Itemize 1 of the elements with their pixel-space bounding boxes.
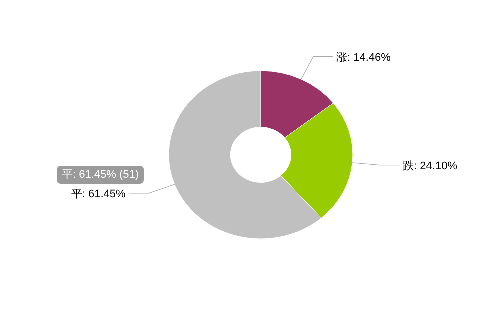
tooltip: 平: 61.45% (51) <box>57 166 144 184</box>
